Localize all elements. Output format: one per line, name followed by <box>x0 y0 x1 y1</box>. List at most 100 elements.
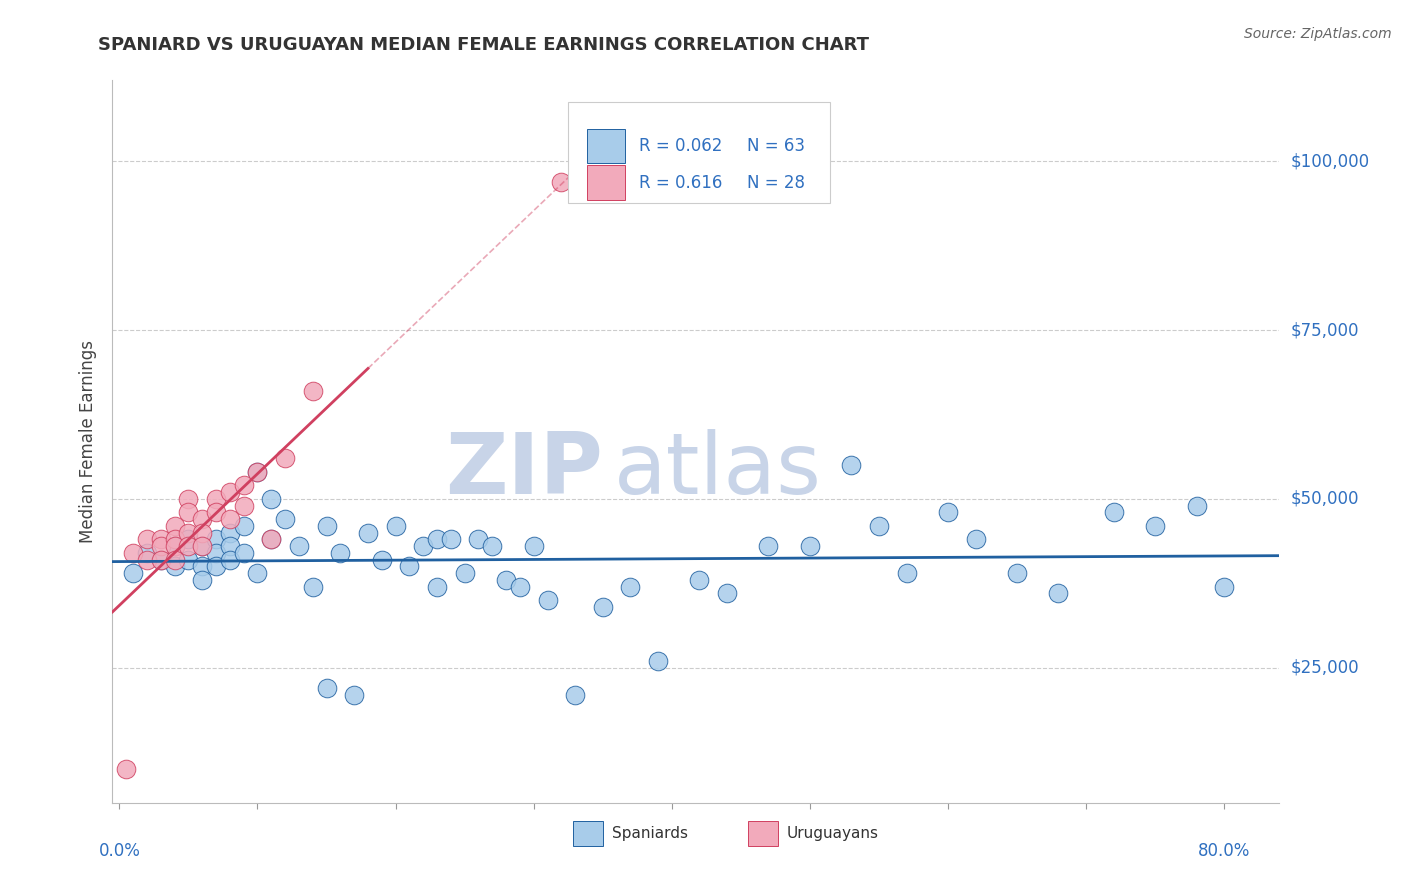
Text: atlas: atlas <box>614 429 823 512</box>
Text: $50,000: $50,000 <box>1291 490 1360 508</box>
Point <box>149 552 172 566</box>
Text: Uruguayans: Uruguayans <box>787 826 879 841</box>
Point <box>274 512 297 526</box>
Point <box>868 519 890 533</box>
Point <box>205 533 228 547</box>
Point <box>163 552 186 566</box>
Point <box>246 465 269 479</box>
Point <box>191 539 214 553</box>
Point <box>122 546 145 560</box>
FancyBboxPatch shape <box>574 821 603 847</box>
Point <box>163 533 186 547</box>
Point <box>841 458 863 472</box>
Point <box>1047 586 1070 600</box>
Point <box>274 451 297 466</box>
Point <box>232 478 254 492</box>
Text: N = 63: N = 63 <box>748 137 806 155</box>
Point <box>163 519 186 533</box>
Point <box>232 519 254 533</box>
Point <box>288 539 311 553</box>
Point <box>177 552 200 566</box>
FancyBboxPatch shape <box>748 821 778 847</box>
Point <box>191 559 214 574</box>
Point <box>426 533 449 547</box>
Point <box>1213 580 1236 594</box>
Point <box>440 533 463 547</box>
Point <box>260 491 283 506</box>
Point <box>301 384 323 398</box>
Point <box>523 539 546 553</box>
Point <box>936 505 959 519</box>
Text: 0.0%: 0.0% <box>98 842 141 860</box>
Point <box>495 573 517 587</box>
Point <box>218 525 240 540</box>
Point <box>191 573 214 587</box>
Text: $25,000: $25,000 <box>1291 659 1360 677</box>
Point <box>191 512 214 526</box>
Point <box>191 539 214 553</box>
Point <box>647 654 669 668</box>
Point <box>315 519 337 533</box>
Text: R = 0.062: R = 0.062 <box>638 137 723 155</box>
Point <box>122 566 145 581</box>
Point <box>218 552 240 566</box>
Text: $75,000: $75,000 <box>1291 321 1360 339</box>
Point <box>149 552 172 566</box>
Point <box>619 580 641 594</box>
Point <box>260 533 283 547</box>
Point <box>218 539 240 553</box>
Point <box>191 525 214 540</box>
Point <box>550 175 572 189</box>
Point <box>688 573 710 587</box>
Point <box>1185 499 1208 513</box>
Y-axis label: Median Female Earnings: Median Female Earnings <box>79 340 97 543</box>
Point <box>357 525 380 540</box>
Point <box>177 505 200 519</box>
FancyBboxPatch shape <box>568 102 830 203</box>
Point <box>965 533 987 547</box>
FancyBboxPatch shape <box>588 128 624 163</box>
Point <box>246 465 269 479</box>
Point <box>232 546 254 560</box>
Point <box>260 533 283 547</box>
Point <box>136 533 159 547</box>
FancyBboxPatch shape <box>588 165 624 200</box>
Text: 80.0%: 80.0% <box>1198 842 1250 860</box>
Text: ZIP: ZIP <box>444 429 603 512</box>
Point <box>412 539 434 553</box>
Point <box>536 593 558 607</box>
Point <box>163 539 186 553</box>
Text: N = 28: N = 28 <box>748 174 806 192</box>
Point <box>218 512 240 526</box>
Point <box>205 491 228 506</box>
Point <box>758 539 780 553</box>
Point <box>564 688 586 702</box>
Text: Spaniards: Spaniards <box>612 826 688 841</box>
Point <box>1102 505 1125 519</box>
Point <box>1005 566 1028 581</box>
Text: R = 0.616: R = 0.616 <box>638 174 723 192</box>
Point <box>149 539 172 553</box>
Point <box>177 491 200 506</box>
Point <box>799 539 821 553</box>
Point <box>301 580 323 594</box>
Point <box>205 546 228 560</box>
Point <box>329 546 352 560</box>
Point <box>453 566 475 581</box>
Text: Source: ZipAtlas.com: Source: ZipAtlas.com <box>1244 27 1392 41</box>
Point <box>509 580 531 594</box>
Text: $100,000: $100,000 <box>1291 153 1369 170</box>
Point <box>716 586 738 600</box>
Point <box>371 552 394 566</box>
Point <box>205 559 228 574</box>
Point <box>232 499 254 513</box>
Point <box>1144 519 1167 533</box>
Point <box>481 539 503 553</box>
Point <box>398 559 420 574</box>
Point <box>246 566 269 581</box>
Point <box>177 533 200 547</box>
Point <box>149 533 172 547</box>
Point <box>177 525 200 540</box>
Point <box>177 539 200 553</box>
Point <box>315 681 337 695</box>
